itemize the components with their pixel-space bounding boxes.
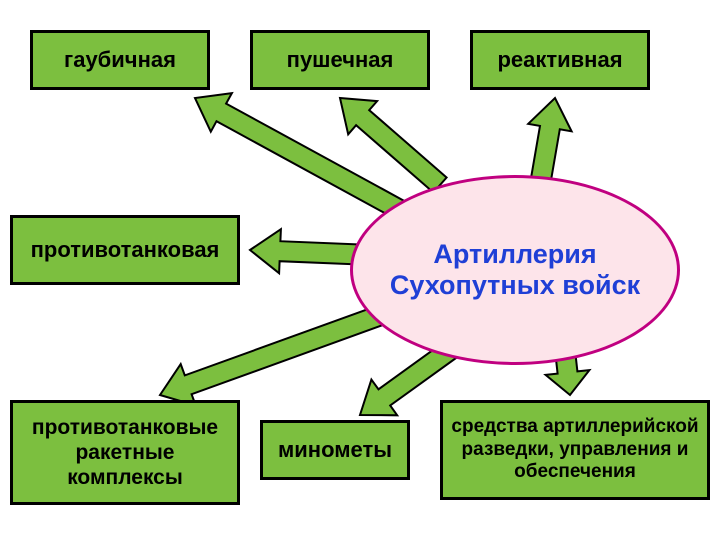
node-recon: средства артиллерийской разведки, управл… — [440, 400, 710, 500]
node-label: реактивная — [497, 47, 622, 73]
center-label: Артиллерия Сухопутных войск — [353, 239, 677, 301]
node-label: противотанковая — [31, 237, 220, 263]
node-label: гаубичная — [64, 47, 176, 73]
node-atgm: противотанковые ракетные комплексы — [10, 400, 240, 505]
node-label: средства артиллерийской разведки, управл… — [451, 416, 699, 484]
node-label: пушечная — [287, 47, 394, 73]
node-label: минометы — [278, 437, 392, 463]
node-rocket: реактивная — [470, 30, 650, 90]
arrow-4 — [160, 301, 398, 406]
arrow-2 — [528, 98, 571, 187]
center-node: Артиллерия Сухопутных войск — [350, 175, 680, 365]
node-antitank: противотанковая — [10, 215, 240, 285]
diagram-canvas: Артиллерия Сухопутных войск гаубичная пуш… — [0, 0, 720, 540]
node-cannon: пушечная — [250, 30, 430, 90]
arrow-1 — [340, 98, 447, 193]
node-label: противотанковые ракетные комплексы — [21, 415, 229, 491]
node-howitzer: гаубичная — [30, 30, 210, 90]
node-mortars: минометы — [260, 420, 410, 480]
arrow-0 — [195, 93, 405, 219]
